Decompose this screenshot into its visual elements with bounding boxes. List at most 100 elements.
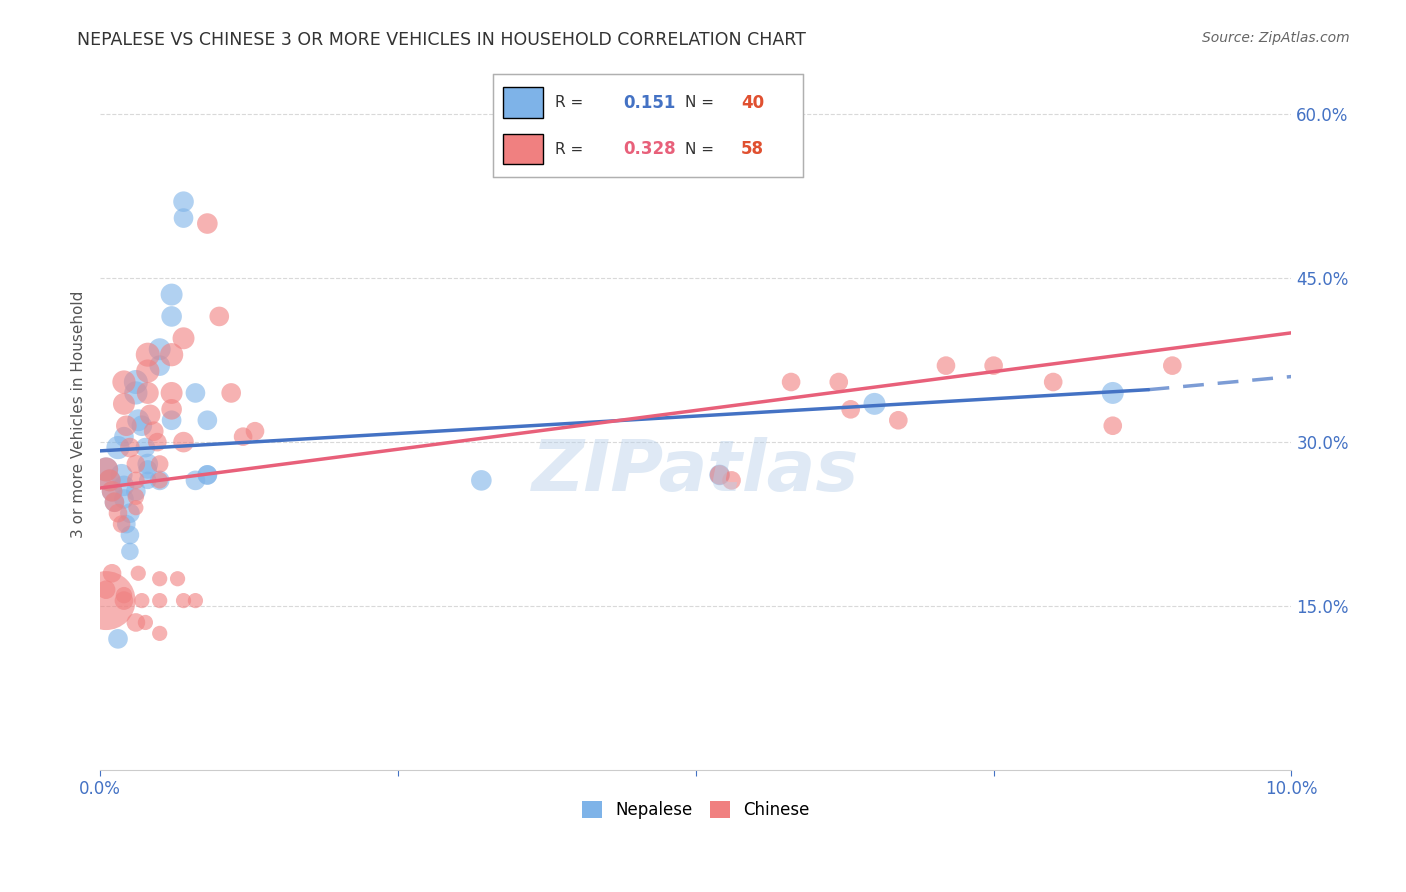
Point [173, 211, 195, 225]
Point [935, 359, 957, 373]
Point [195, 467, 218, 482]
Point [112, 491, 135, 506]
Point [149, 474, 172, 488]
Point [195, 467, 218, 482]
Point [709, 467, 731, 482]
Point [94, 593, 117, 607]
Point [101, 566, 124, 581]
Point [112, 397, 135, 411]
Point [127, 413, 149, 427]
Point [160, 413, 183, 427]
Point [125, 490, 148, 504]
Point [1161, 359, 1184, 373]
Point [125, 474, 148, 488]
Point [107, 632, 129, 646]
Point [136, 457, 159, 471]
Point [125, 375, 148, 389]
Point [1042, 375, 1064, 389]
Point [243, 424, 266, 438]
Point [101, 484, 124, 499]
Point [184, 386, 207, 401]
Point [195, 413, 218, 427]
Point [149, 457, 172, 471]
Point [136, 386, 159, 401]
Point [101, 484, 124, 499]
Point [98, 474, 121, 488]
Point [839, 402, 862, 417]
Point [118, 544, 141, 558]
Point [149, 474, 172, 488]
Point [103, 495, 125, 509]
Point [127, 566, 149, 581]
Point [125, 386, 148, 401]
Point [160, 402, 183, 417]
Point [149, 343, 172, 357]
Legend: Nepalese, Chinese: Nepalese, Chinese [575, 794, 815, 826]
Point [232, 430, 254, 444]
Point [136, 348, 159, 362]
Point [125, 615, 148, 630]
Point [125, 457, 148, 471]
Point [173, 593, 195, 607]
Point [131, 418, 153, 433]
Point [160, 348, 183, 362]
Point [112, 479, 135, 493]
Point [112, 588, 135, 602]
Point [125, 500, 148, 515]
Point [134, 615, 156, 630]
Point [166, 572, 188, 586]
Point [112, 430, 135, 444]
Point [142, 424, 165, 438]
Point [110, 517, 132, 532]
Point [160, 310, 183, 324]
Point [1101, 386, 1123, 401]
Point [173, 435, 195, 450]
Point [184, 474, 207, 488]
Point [173, 194, 195, 209]
Point [136, 364, 159, 378]
Point [94, 462, 117, 476]
Point [110, 467, 132, 482]
Point [118, 528, 141, 542]
Point [828, 375, 851, 389]
Point [131, 593, 153, 607]
Point [720, 474, 742, 488]
Point [107, 441, 129, 455]
Point [173, 331, 195, 345]
Point [149, 359, 172, 373]
Text: NEPALESE VS CHINESE 3 OR MORE VEHICLES IN HOUSEHOLD CORRELATION CHART: NEPALESE VS CHINESE 3 OR MORE VEHICLES I… [77, 31, 806, 49]
Point [139, 408, 162, 422]
Point [134, 441, 156, 455]
Y-axis label: 3 or more Vehicles in Household: 3 or more Vehicles in Household [72, 291, 86, 539]
Point [115, 418, 138, 433]
Point [103, 495, 125, 509]
Point [136, 462, 159, 476]
Point [125, 484, 148, 499]
Point [118, 506, 141, 520]
Point [118, 441, 141, 455]
Point [470, 474, 492, 488]
Text: ZIPatlas: ZIPatlas [531, 437, 859, 506]
Point [94, 582, 117, 597]
Point [887, 413, 910, 427]
Point [208, 310, 231, 324]
Point [1101, 418, 1123, 433]
Point [112, 593, 135, 607]
Point [149, 593, 172, 607]
Point [863, 397, 886, 411]
Point [160, 386, 183, 401]
Point [709, 467, 731, 482]
Point [107, 506, 129, 520]
Point [136, 474, 159, 488]
Point [184, 593, 207, 607]
Point [983, 359, 1005, 373]
Point [98, 474, 121, 488]
Point [219, 386, 242, 401]
Point [146, 435, 169, 450]
Point [149, 626, 172, 640]
Point [195, 217, 218, 231]
Point [112, 375, 135, 389]
Point [115, 517, 138, 532]
Text: Source: ZipAtlas.com: Source: ZipAtlas.com [1202, 31, 1350, 45]
Point [94, 462, 117, 476]
